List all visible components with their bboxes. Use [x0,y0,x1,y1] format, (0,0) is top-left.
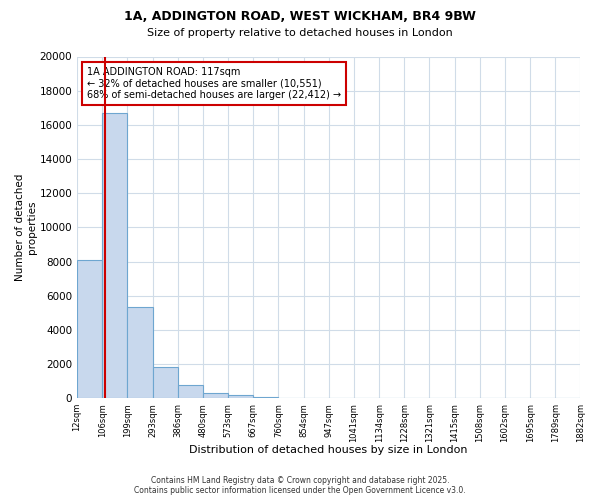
X-axis label: Distribution of detached houses by size in London: Distribution of detached houses by size … [190,445,468,455]
Bar [102,113,127,398]
Y-axis label: Number of detached
properties: Number of detached properties [15,174,37,281]
Text: 1A ADDINGTON ROAD: 117sqm
← 32% of detached houses are smaller (10,551)
68% of s: 1A ADDINGTON ROAD: 117sqm ← 32% of detac… [87,67,341,100]
Bar [152,366,178,398]
Bar [77,260,102,398]
Text: Contains HM Land Registry data © Crown copyright and database right 2025.
Contai: Contains HM Land Registry data © Crown c… [134,476,466,495]
Text: Size of property relative to detached houses in London: Size of property relative to detached ho… [147,28,453,38]
Bar [127,307,152,398]
Bar [178,386,203,398]
Text: 1A, ADDINGTON ROAD, WEST WICKHAM, BR4 9BW: 1A, ADDINGTON ROAD, WEST WICKHAM, BR4 9B… [124,10,476,23]
Bar [253,396,278,398]
Bar [203,393,228,398]
Bar [228,395,253,398]
